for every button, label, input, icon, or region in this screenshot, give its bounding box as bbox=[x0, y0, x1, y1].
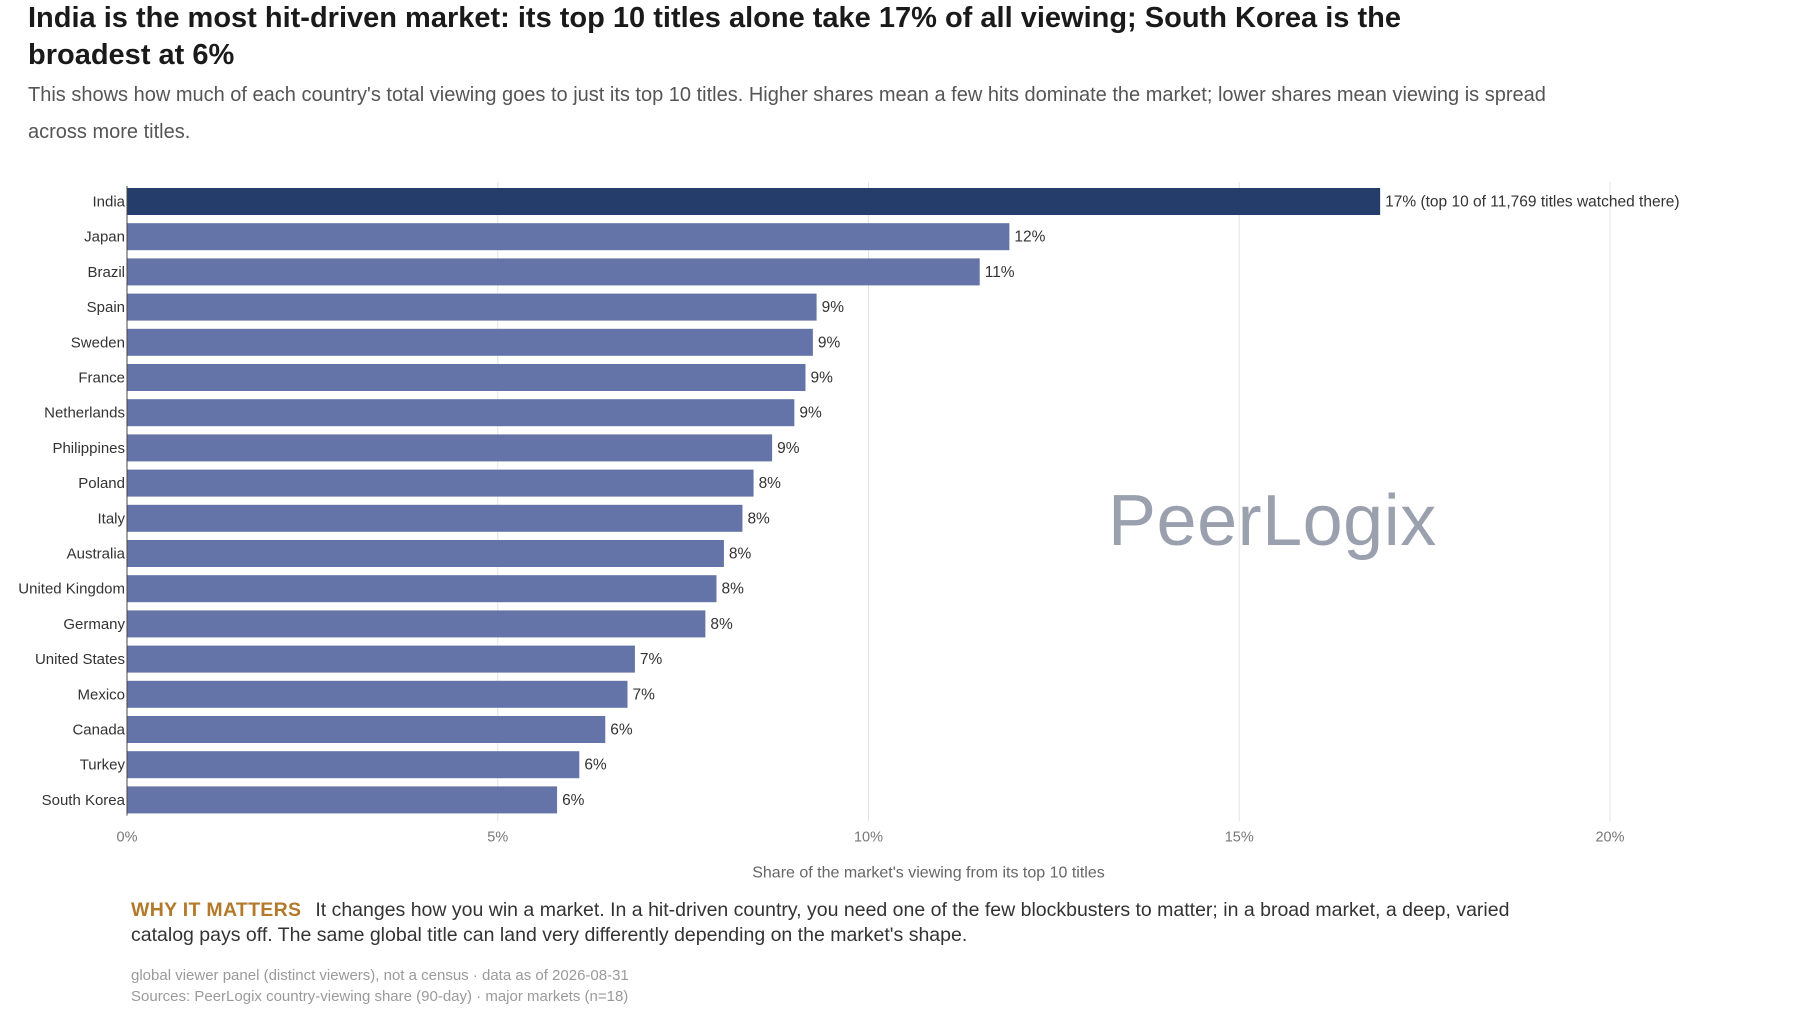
category-label: Australia bbox=[67, 546, 126, 563]
value-label: 7% bbox=[633, 686, 656, 703]
category-label: Germany bbox=[63, 616, 125, 633]
value-label: 8% bbox=[710, 616, 733, 633]
why-it-matters: WHY IT MATTERS It changes how you win a m… bbox=[131, 898, 1531, 948]
why-it-matters-text: It changes how you win a market. In a hi… bbox=[131, 899, 1510, 946]
value-label: 8% bbox=[721, 581, 744, 598]
category-label: Poland bbox=[78, 475, 125, 492]
x-tick-label: 0% bbox=[117, 830, 138, 846]
bar bbox=[127, 293, 817, 321]
peerlogix-watermark: PeerLogix bbox=[1108, 481, 1437, 561]
value-label: 9% bbox=[822, 299, 845, 316]
chart-title: India is the most hit-driven market: its… bbox=[28, 2, 1401, 71]
bar bbox=[127, 188, 1381, 215]
footnote-panel: global viewer panel (distinct viewers), … bbox=[131, 967, 629, 984]
value-label: 9% bbox=[777, 440, 800, 457]
value-label: 6% bbox=[562, 792, 585, 809]
value-label: 6% bbox=[610, 722, 633, 739]
x-tick-label: 5% bbox=[487, 830, 508, 846]
value-label: 17% (top 10 of 11,769 titles watched the… bbox=[1385, 194, 1679, 211]
category-label: United Kingdom bbox=[18, 581, 125, 598]
x-tick-label: 15% bbox=[1225, 830, 1254, 846]
category-label: Mexico bbox=[77, 686, 125, 703]
chart-subtitle: This shows how much of each country's to… bbox=[28, 84, 1546, 143]
value-label: 9% bbox=[810, 370, 833, 387]
bar bbox=[127, 680, 628, 708]
value-label: 9% bbox=[818, 334, 841, 351]
bar-chart: India 17% (top 10 of 11,769 titles watche… bbox=[18, 182, 1680, 882]
category-label: Brazil bbox=[87, 264, 125, 281]
bar bbox=[127, 223, 1010, 251]
bar bbox=[127, 786, 558, 814]
value-label: 7% bbox=[640, 651, 663, 668]
category-label: Sweden bbox=[71, 334, 125, 351]
bar bbox=[127, 258, 980, 286]
bar bbox=[127, 328, 813, 356]
value-label: 11% bbox=[985, 264, 1015, 281]
value-label: 9% bbox=[799, 405, 822, 422]
category-label: South Korea bbox=[42, 792, 126, 809]
x-tick-label: 10% bbox=[854, 830, 883, 846]
bar bbox=[127, 469, 754, 497]
category-label: United States bbox=[35, 651, 125, 668]
bar bbox=[127, 645, 635, 673]
category-label: Turkey bbox=[80, 757, 126, 774]
bar bbox=[127, 399, 795, 427]
bar bbox=[127, 610, 706, 638]
category-label: India bbox=[92, 194, 125, 211]
value-label: 6% bbox=[584, 757, 607, 774]
value-label: 8% bbox=[747, 510, 770, 527]
bar bbox=[127, 716, 606, 743]
category-label: Philippines bbox=[52, 440, 125, 457]
bar bbox=[127, 751, 580, 779]
category-label: Italy bbox=[97, 510, 125, 527]
category-label: Netherlands bbox=[44, 405, 125, 422]
category-label: Spain bbox=[87, 299, 125, 316]
value-label: 8% bbox=[759, 475, 782, 492]
bar bbox=[127, 364, 806, 391]
x-axis-title: Share of the market's viewing from its t… bbox=[752, 865, 1105, 882]
bar bbox=[127, 434, 773, 462]
footnote-sources: Sources: PeerLogix country-viewing share… bbox=[131, 988, 629, 1005]
category-label: Japan bbox=[84, 229, 125, 246]
x-tick-label: 20% bbox=[1595, 830, 1624, 846]
bar bbox=[127, 540, 724, 567]
value-label: 12% bbox=[1014, 229, 1045, 246]
bar bbox=[127, 575, 717, 603]
bar bbox=[127, 504, 743, 532]
why-it-matters-label: WHY IT MATTERS bbox=[131, 899, 302, 921]
category-label: Canada bbox=[72, 722, 125, 739]
value-label: 8% bbox=[729, 546, 752, 563]
category-label: France bbox=[78, 370, 125, 387]
